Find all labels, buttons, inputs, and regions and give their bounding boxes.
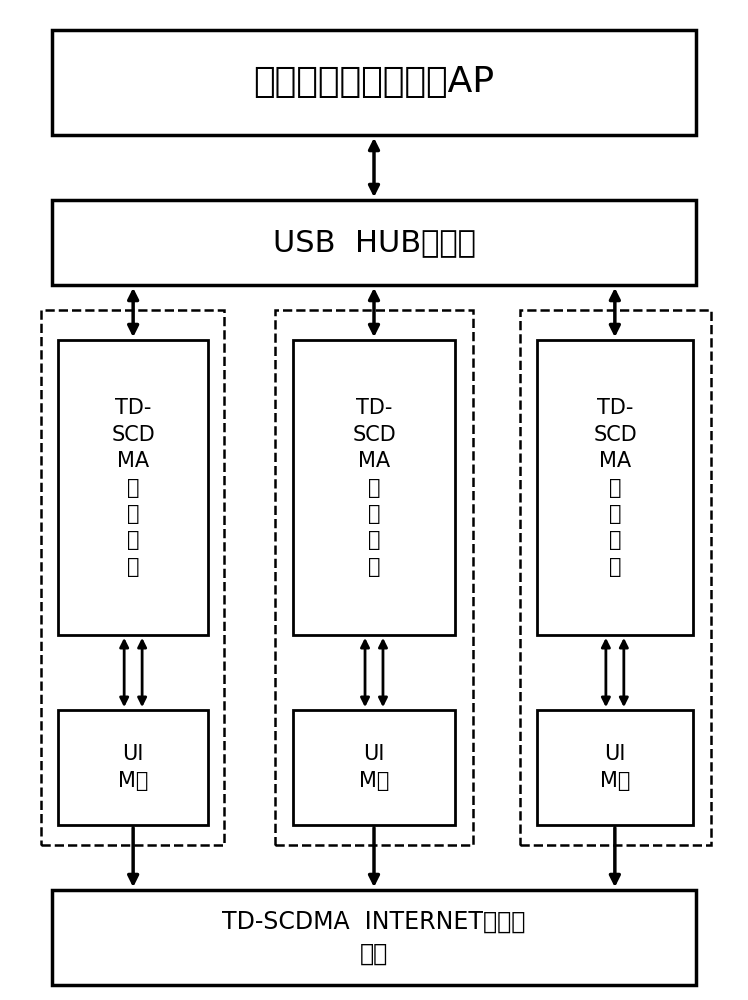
Text: UI
M卡: UI M卡 [600,744,631,791]
Bar [293,710,455,825]
Text: TD-
SCD
MA
无
线
模
块: TD- SCD MA 无 线 模 块 [111,398,155,577]
Bar [41,310,224,845]
Bar [275,310,473,845]
Text: TD-
SCD
MA
无
线
模
块: TD- SCD MA 无 线 模 块 [352,398,396,577]
Bar [52,200,696,285]
Bar [520,310,711,845]
Bar [52,890,696,985]
Text: TD-SCDMA  INTERNET运营服
务器: TD-SCDMA INTERNET运营服 务器 [222,910,526,965]
Text: 终端软件应用处理器AP: 终端软件应用处理器AP [254,66,494,100]
Bar [58,710,208,825]
Text: TD-
SCD
MA
无
线
模
块: TD- SCD MA 无 线 模 块 [593,398,637,577]
Bar [58,340,208,635]
Text: USB  HUB连接器: USB HUB连接器 [272,228,476,257]
Text: UI
M卡: UI M卡 [359,744,389,791]
Bar [52,30,696,135]
Bar [293,340,455,635]
Text: UI
M卡: UI M卡 [118,744,148,791]
Bar [537,340,693,635]
Bar [537,710,693,825]
